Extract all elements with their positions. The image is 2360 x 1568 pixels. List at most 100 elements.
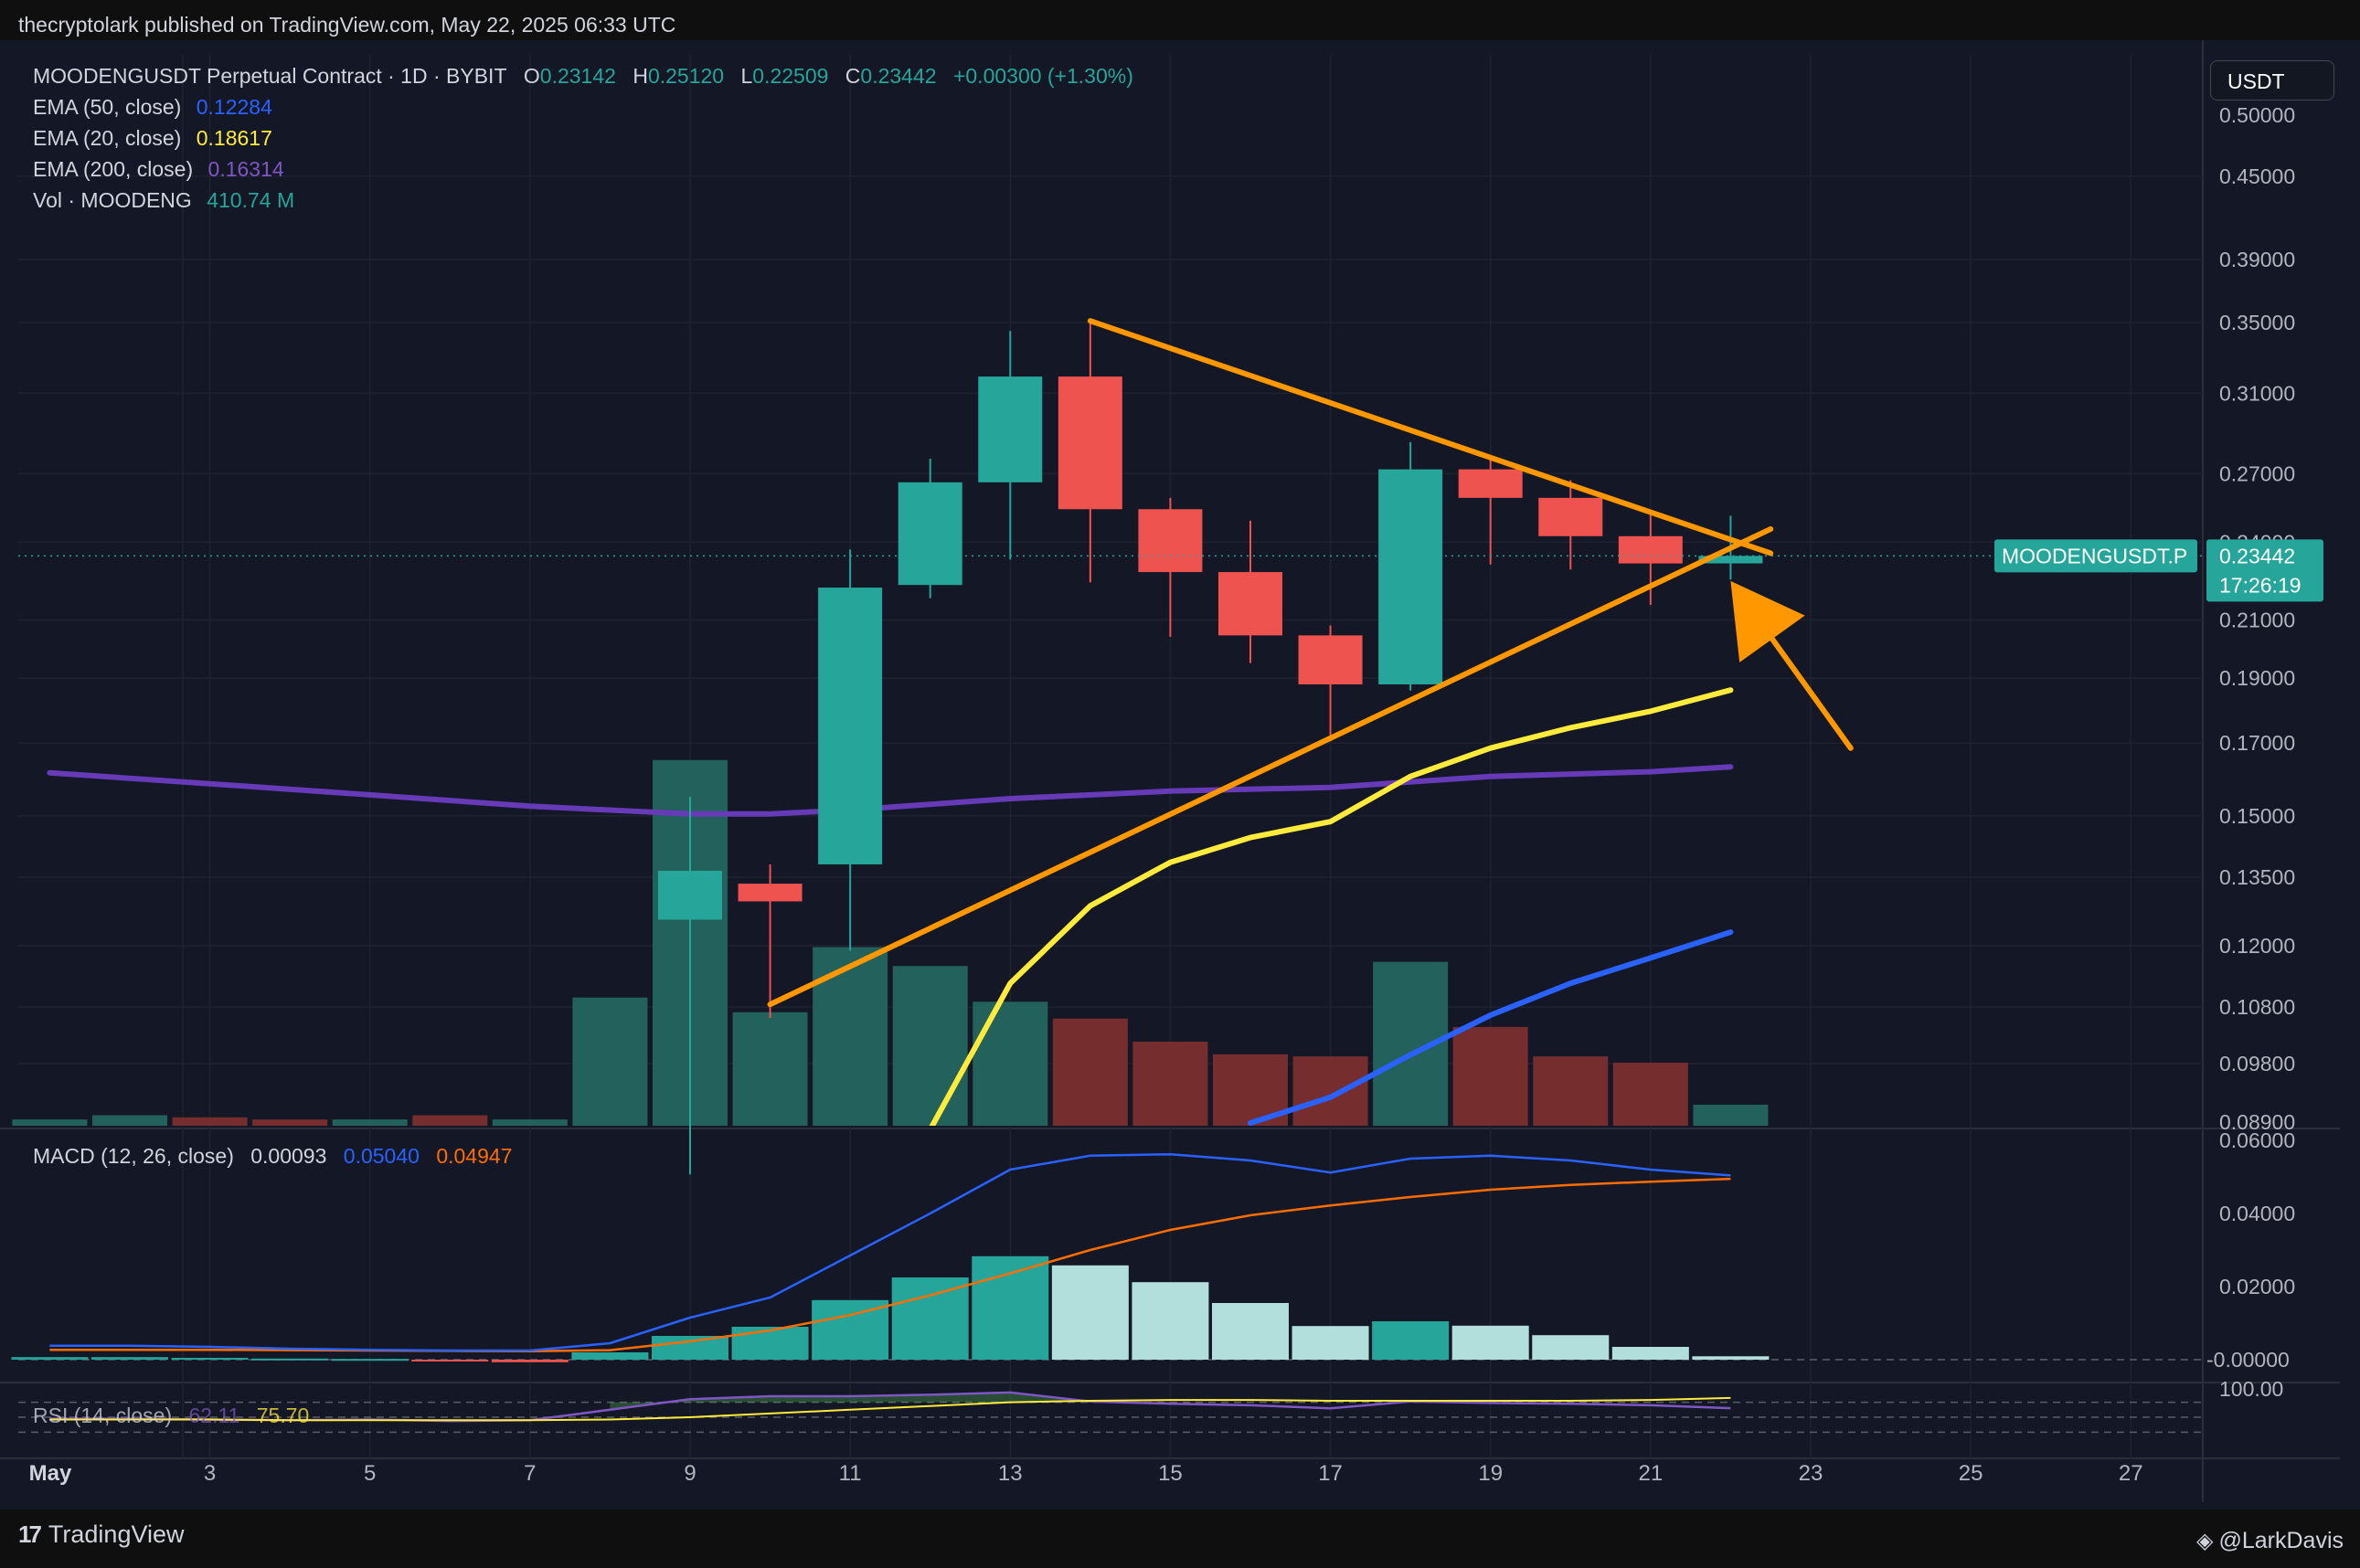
- time-axis-label: 21: [1638, 1461, 1663, 1486]
- macd-histogram-bar: [411, 1360, 489, 1361]
- price-axis-label: 0.35000: [2219, 311, 2295, 334]
- rsi-pane: [18, 1391, 2203, 1434]
- legend-volume-row[interactable]: Vol · MOODENG 410.74 M: [33, 188, 298, 213]
- candle-body: [818, 588, 883, 864]
- price-tag-bg: [2206, 539, 2323, 602]
- rsi-value-1: 62.11: [188, 1404, 240, 1427]
- macd-histogram-bar: [1372, 1321, 1450, 1360]
- price-axis-label: 0.15000: [2219, 804, 2295, 828]
- rsi-legend[interactable]: RSI (14, close) 62.11 75.70: [33, 1404, 313, 1428]
- macd-histogram-bar: [1611, 1347, 1689, 1360]
- trendline-upper[interactable]: [1087, 318, 1774, 556]
- volume-bar: [892, 966, 968, 1126]
- candle-body: [1378, 469, 1443, 684]
- legend-c-value: 0.23442: [860, 64, 937, 88]
- volume-bar: [332, 1119, 408, 1126]
- price-axis-label: 0.45000: [2219, 164, 2295, 188]
- tradingview-logo-text: TradingView: [48, 1520, 185, 1548]
- legend-ema20-row[interactable]: EMA (20, close) 0.18617: [33, 126, 276, 151]
- time-axis-label: 3: [204, 1461, 216, 1486]
- arrow-head[interactable]: [1730, 580, 1805, 662]
- legend-l-value: 0.22509: [752, 64, 829, 88]
- time-axis-label: 17: [1318, 1461, 1343, 1486]
- price-axis-label: 0.10800: [2219, 995, 2295, 1019]
- user-drawings[interactable]: [767, 318, 1854, 1008]
- legend-ema200-row[interactable]: EMA (200, close) 0.16314: [33, 157, 288, 182]
- time-axis-label: 5: [364, 1461, 376, 1486]
- macd-histogram-bar: [491, 1360, 569, 1362]
- volume-bar: [572, 997, 648, 1126]
- chart-panes-background: [0, 40, 2360, 1510]
- tradingview-logo[interactable]: 17 TradingView: [18, 1520, 185, 1549]
- macd-histogram-bar: [251, 1358, 329, 1361]
- legend-ema50-row[interactable]: EMA (50, close) 0.12284: [33, 95, 276, 120]
- price-axis-label: 0.12000: [2219, 934, 2295, 958]
- price-axis-label: 0.13500: [2219, 865, 2295, 889]
- volume-bar: [492, 1119, 568, 1126]
- macd-pane: [11, 1152, 2203, 1362]
- volume-bar: [252, 1119, 328, 1126]
- candle-body: [1217, 572, 1282, 636]
- legend-volume-label: Vol · MOODENG: [33, 188, 192, 212]
- price-axis-label: 0.19000: [2219, 666, 2295, 690]
- volume-bar: [1052, 1018, 1128, 1126]
- legend-h-value: 0.25120: [647, 64, 725, 88]
- rsi-ma-line: [49, 1396, 1731, 1422]
- time-axis-label: 9: [684, 1461, 696, 1486]
- macd-histogram-bar: [1692, 1356, 1770, 1360]
- time-axis-label: 23: [1799, 1461, 1823, 1486]
- macd-signal-value: 0.04947: [436, 1144, 513, 1168]
- symbol-tag-bg: [1994, 539, 2197, 573]
- candle-body: [1698, 556, 1763, 564]
- chart-background-tint: [0, 40, 2360, 1510]
- legend-h-label: H: [633, 64, 648, 88]
- macd-axis-label: 0.02000: [2219, 1275, 2295, 1298]
- macd-histogram-bar: [891, 1277, 969, 1360]
- volume-bar: [973, 1001, 1048, 1126]
- macd-legend[interactable]: MACD (12, 26, close) 0.00093 0.05040 0.0…: [33, 1144, 516, 1169]
- author-handle[interactable]: ◈ @LarkDavis: [2196, 1528, 2344, 1554]
- macd-histogram-bar: [1211, 1303, 1289, 1360]
- macd-histogram-bar: [171, 1358, 249, 1360]
- macd-histogram-bar: [972, 1255, 1049, 1360]
- price-axis-label: 0.39000: [2219, 248, 2295, 271]
- rsi-overbought-fill: [610, 1392, 1171, 1410]
- candle-body: [1458, 469, 1523, 498]
- macd-legend-label: MACD (12, 26, close): [33, 1144, 234, 1168]
- ema50-line: [1248, 929, 1734, 1126]
- volume-bar: [1612, 1063, 1688, 1126]
- rsi-legend-label: RSI (14, close): [33, 1404, 173, 1427]
- time-axis-label: 19: [1478, 1461, 1503, 1486]
- macd-histogram-bar: [812, 1299, 889, 1360]
- price-axis-label: 0.50000: [2219, 103, 2295, 127]
- volume-bar: [1132, 1042, 1208, 1126]
- time-axis-label: May: [29, 1461, 72, 1486]
- chart-background: [0, 40, 2360, 1510]
- legend-ema200-value: 0.16314: [207, 157, 284, 181]
- macd-line: [49, 1152, 1731, 1352]
- macd-axis-label: -0.00000: [2206, 1348, 2290, 1372]
- volume-bar: [412, 1115, 488, 1126]
- price-tag-value: 0.23442: [2219, 544, 2295, 567]
- arrow-shaft[interactable]: [1769, 636, 1854, 751]
- volume-bar: [1533, 1056, 1609, 1126]
- macd-histogram-bar: [1132, 1282, 1209, 1360]
- candle-body: [1058, 376, 1122, 510]
- tradingview-icon: 17: [18, 1520, 42, 1548]
- macd-histogram-bar: [1451, 1325, 1529, 1360]
- macd-histogram-bar: [731, 1327, 809, 1360]
- time-axis-label: 27: [2119, 1461, 2143, 1486]
- legend-ema50-label: EMA (50, close): [33, 95, 182, 119]
- legend-o-label: O: [523, 64, 540, 88]
- legend-l-label: L: [740, 64, 753, 88]
- rsi-value-2: 75.70: [256, 1404, 310, 1427]
- volume-bar: [12, 1119, 88, 1126]
- candle-body: [1298, 635, 1363, 684]
- legend-symbol[interactable]: MOODENGUSDT Perpetual Contract · 1D · BY…: [33, 64, 507, 88]
- trendline-lower[interactable]: [767, 525, 1774, 1008]
- macd-histogram-bar: [652, 1336, 728, 1360]
- currency-button[interactable]: USDT: [2210, 60, 2334, 101]
- legend-volume-value: 410.74 M: [207, 188, 295, 212]
- volume-bar: [813, 947, 888, 1126]
